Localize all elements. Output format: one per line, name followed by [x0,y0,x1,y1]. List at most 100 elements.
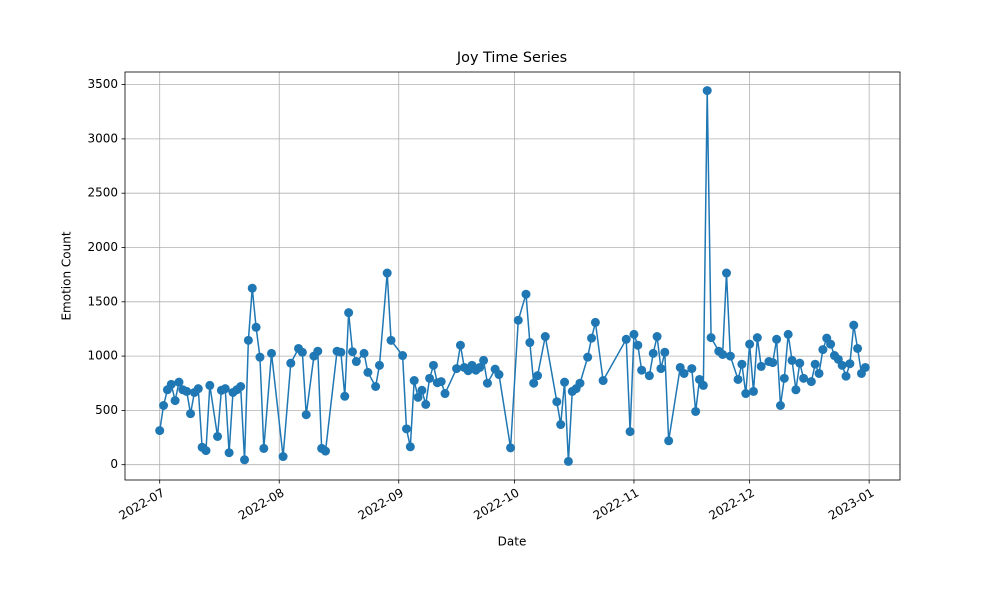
marker [201,446,211,456]
marker [425,373,435,383]
marker [359,348,369,358]
marker [255,352,265,362]
marker [826,339,836,349]
marker [344,308,354,318]
marker [837,360,847,370]
marker [679,368,689,378]
marker [170,396,180,406]
marker [725,351,735,361]
marker [721,268,731,278]
marker [363,367,373,377]
marker [240,455,250,465]
marker [521,289,531,299]
marker [783,329,793,339]
marker [428,360,438,370]
marker [698,380,708,390]
marker [795,358,805,368]
marker [166,379,176,389]
marker [768,358,778,368]
marker [301,410,311,420]
marker [702,86,712,96]
marker [374,360,384,370]
y-tick-label: 2000 [87,240,118,254]
marker [455,340,465,350]
marker [540,332,550,342]
marker [814,368,824,378]
marker [575,378,585,388]
marker [267,348,277,358]
marker [772,334,782,344]
marker [220,384,230,394]
marker [810,359,820,369]
marker [155,426,165,436]
marker [656,364,666,374]
marker [748,386,758,396]
marker [706,333,716,343]
marker [752,333,762,343]
marker [452,364,462,374]
marker [347,347,357,357]
marker [733,374,743,384]
marker [286,358,296,368]
y-tick-label: 1000 [87,349,118,363]
marker [386,335,396,345]
marker [247,283,257,293]
marker [791,385,801,395]
marker [552,397,562,407]
marker [652,332,662,342]
marker [556,420,566,430]
marker [409,376,419,386]
marker [243,335,253,345]
y-tick-label: 2500 [87,186,118,200]
marker [313,346,323,356]
marker [590,317,600,327]
marker [533,371,543,381]
marker [563,456,573,466]
y-tick-label: 3500 [87,77,118,91]
marker [598,376,608,386]
marker [818,345,828,355]
marker [621,334,631,344]
marker [398,351,408,361]
marker [529,378,539,388]
marker [787,355,797,365]
marker [741,389,751,399]
marker [687,364,697,374]
marker [278,452,288,462]
marker [806,377,816,387]
marker [560,377,570,387]
marker [371,381,381,391]
marker [336,347,346,357]
marker [737,359,747,369]
marker [421,399,431,409]
marker [475,362,485,372]
marker [587,333,597,343]
y-tick-label: 0 [110,457,118,471]
marker [382,268,392,278]
marker [340,391,350,401]
marker [660,347,670,357]
marker [401,424,411,434]
marker [213,431,223,441]
marker [205,380,215,390]
marker [664,436,674,446]
marker [351,357,361,367]
marker [745,339,755,349]
plot-area [155,86,870,466]
marker [174,377,184,387]
marker [633,340,643,350]
marker [482,378,492,388]
marker [779,373,789,383]
marker [182,386,192,396]
marker [413,392,423,402]
marker [259,443,269,453]
y-tick-label: 1500 [87,294,118,308]
marker [799,373,809,383]
y-axis-label: Emotion Count [60,231,74,320]
marker [494,370,504,380]
marker [718,349,728,359]
marker [417,385,427,395]
marker [648,348,658,358]
marker [644,371,654,381]
